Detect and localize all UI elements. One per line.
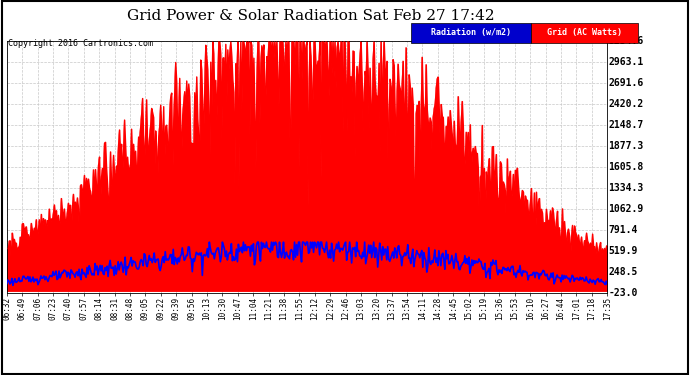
- Text: 248.5: 248.5: [609, 267, 638, 276]
- Text: 1334.3: 1334.3: [609, 183, 644, 193]
- Text: 2691.6: 2691.6: [609, 78, 644, 88]
- Text: 2963.1: 2963.1: [609, 57, 644, 67]
- Text: Grid (AC Watts): Grid (AC Watts): [547, 28, 622, 38]
- Text: -23.0: -23.0: [609, 288, 638, 297]
- Text: 1877.3: 1877.3: [609, 141, 644, 151]
- Text: Copyright 2016 Cartronics.com: Copyright 2016 Cartronics.com: [8, 39, 153, 48]
- Text: 1605.8: 1605.8: [609, 162, 644, 172]
- Text: 3234.6: 3234.6: [609, 36, 644, 46]
- Text: 2420.2: 2420.2: [609, 99, 644, 109]
- Text: 791.4: 791.4: [609, 225, 638, 235]
- Text: 519.9: 519.9: [609, 246, 638, 256]
- Text: Grid Power & Solar Radiation Sat Feb 27 17:42: Grid Power & Solar Radiation Sat Feb 27 …: [127, 9, 494, 23]
- Text: 1062.9: 1062.9: [609, 204, 644, 214]
- Text: Radiation (w/m2): Radiation (w/m2): [431, 28, 511, 38]
- Text: 2148.7: 2148.7: [609, 120, 644, 130]
